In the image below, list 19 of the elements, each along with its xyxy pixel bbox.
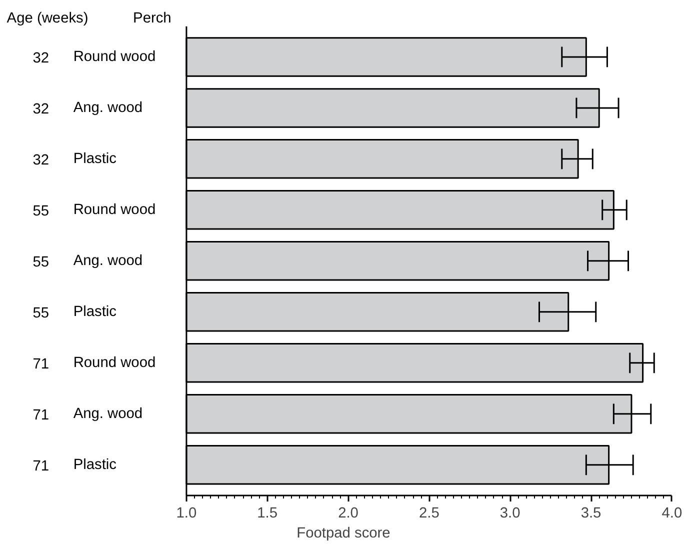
x-tick-label: 1.5 xyxy=(257,506,278,522)
category-label: 55 Ang. wood xyxy=(32,252,143,270)
category-label: 32 Round wood xyxy=(32,48,156,66)
category-label: 32 Plastic xyxy=(32,150,116,168)
category-label: 55 Round wood xyxy=(32,202,156,220)
category-label: 71 Plastic xyxy=(32,456,116,474)
category-label: 71 Ang. wood xyxy=(32,406,143,424)
x-tick-label: 1.0 xyxy=(176,506,197,522)
category-label: 71 Round wood xyxy=(32,354,156,372)
category-label: 32 Ang. wood xyxy=(32,100,143,118)
text: Perch xyxy=(133,10,172,27)
x-axis-title: Footpad score xyxy=(296,526,390,542)
x-tick-label: 2.5 xyxy=(419,506,440,522)
x-tick-label: 3.5 xyxy=(580,506,602,522)
x-tick-label: 2.0 xyxy=(338,506,358,522)
text: Age (weeks) xyxy=(6,10,88,27)
x-tick-label: 3.0 xyxy=(500,506,520,522)
x-tick-label: 4.0 xyxy=(662,506,682,522)
category-label: 55 Plastic xyxy=(32,304,116,322)
